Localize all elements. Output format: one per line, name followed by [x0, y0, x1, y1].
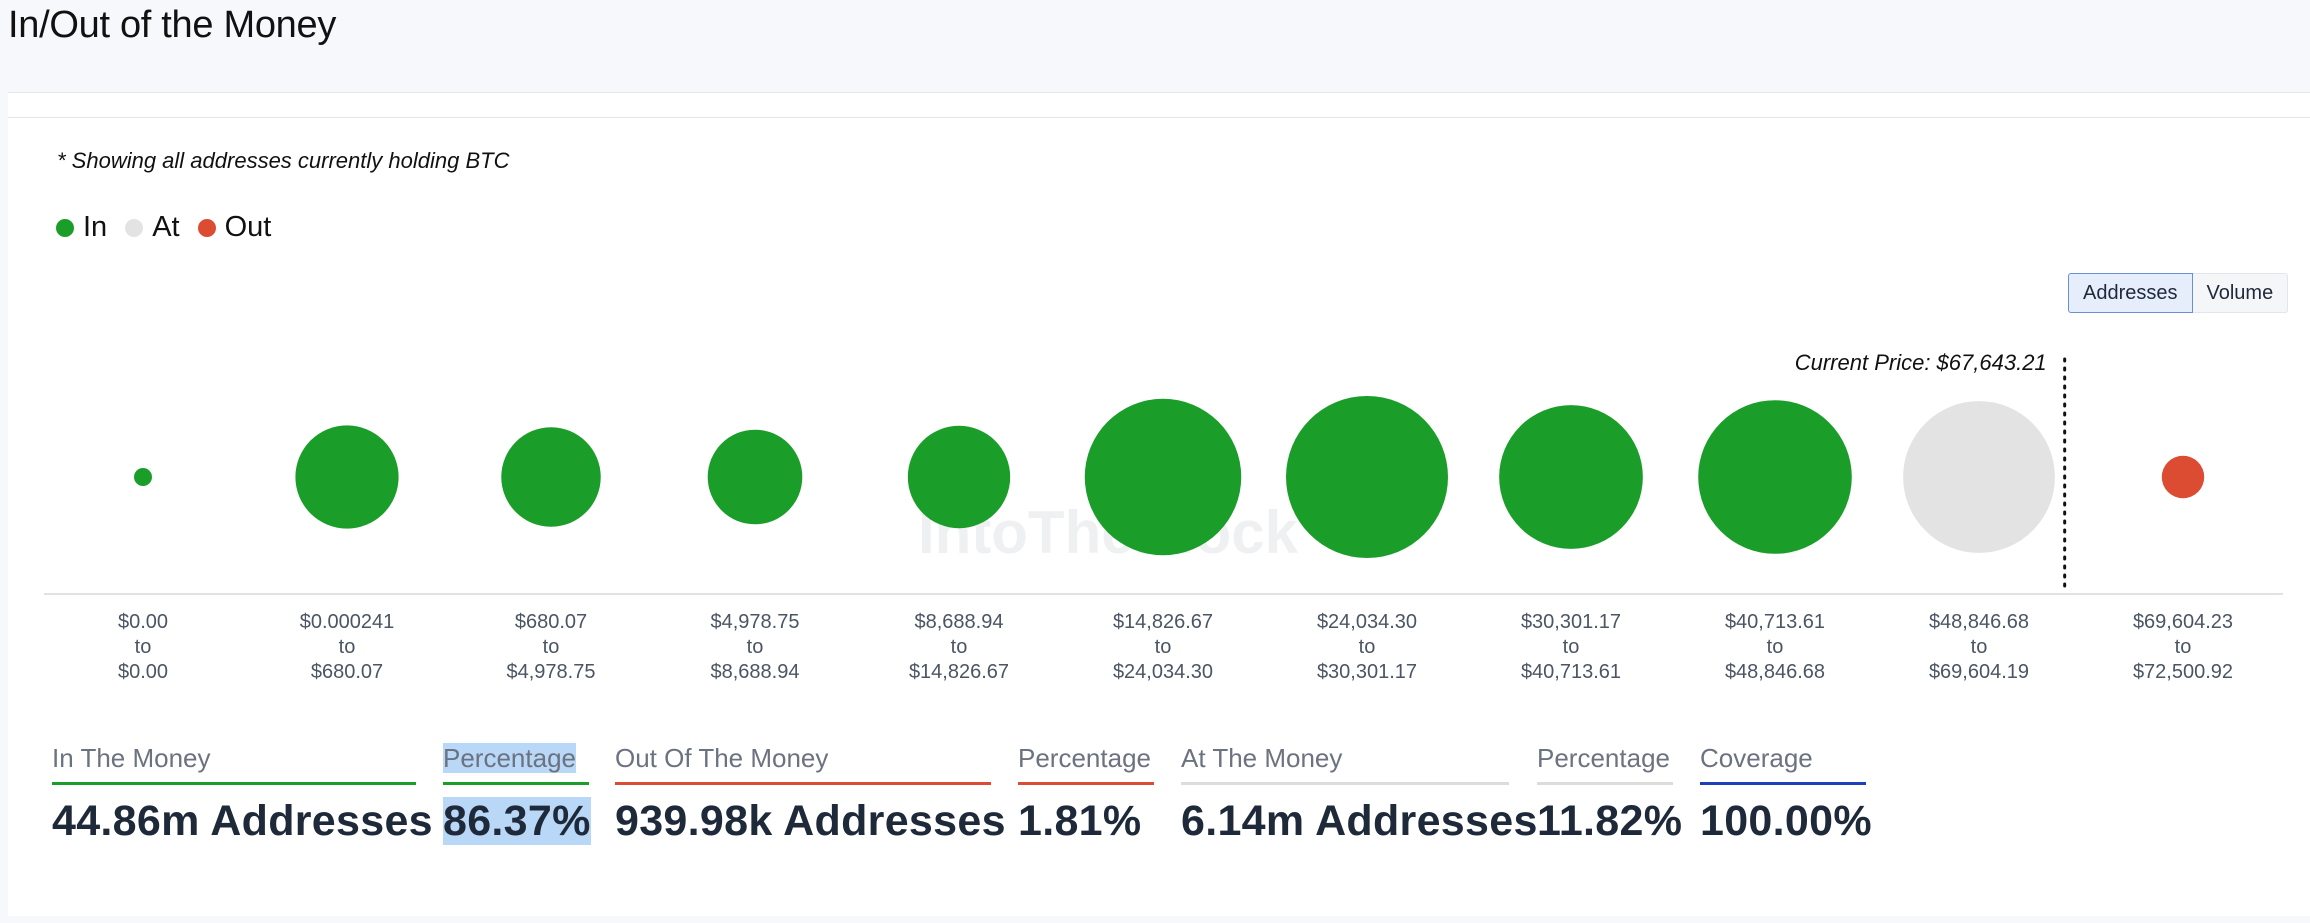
tick-label: $8,688.94: [711, 661, 800, 683]
tick-label: $69,604.19: [1929, 661, 2029, 683]
tick-label: to: [1155, 636, 1172, 658]
stats-row: In The Money 44.86m Addresses Percentage…: [8, 743, 2310, 923]
legend-item-out[interactable]: Out: [197, 211, 272, 244]
bubble-chart: IntoTheBlock$0.00to$0.00$0.000241to$680.…: [44, 350, 2283, 683]
bubble[interactable]: [134, 468, 152, 486]
legend: In At Out: [56, 211, 289, 244]
in-dot-icon: [56, 218, 74, 237]
tick-label: $40,713.61: [1725, 611, 1825, 633]
stat-in-percentage: Percentage 86.37%: [443, 743, 591, 846]
stat-label: Percentage: [1018, 743, 1154, 785]
stat-value: 1.81%: [1018, 797, 1142, 845]
metric-toggle: Addresses Volume: [2068, 273, 2289, 313]
legend-label: Out: [224, 211, 272, 243]
addresses-button[interactable]: Addresses: [2068, 273, 2193, 313]
stat-label-text: Percentage: [443, 743, 576, 773]
bubble[interactable]: [295, 425, 399, 529]
legend-label: In: [83, 211, 108, 243]
stat-label: Coverage: [1700, 743, 1866, 785]
volume-button[interactable]: Volume: [2192, 273, 2289, 313]
stat-value: 939.98k Addresses: [615, 797, 1006, 845]
legend-item-at[interactable]: At: [125, 211, 180, 244]
tick-label: $48,846.68: [1725, 661, 1825, 683]
stat-label: In The Money: [52, 743, 416, 785]
stat-label: Out Of The Money: [615, 743, 991, 785]
tick-label: to: [747, 636, 764, 658]
tick-label: $24,034.30: [1317, 611, 1417, 633]
chart-card: * Showing all addresses currently holdin…: [8, 92, 2310, 916]
tick-label: to: [135, 636, 152, 658]
stat-value: 11.82%: [1537, 797, 1683, 845]
page-title: In/Out of the Money: [8, 4, 337, 46]
stat-value: 6.14m Addresses: [1181, 797, 1538, 845]
stat-value: 86.37%: [443, 797, 591, 846]
stat-value-text: 86.37%: [443, 797, 591, 845]
bubble[interactable]: [907, 425, 1011, 529]
tick-label: $4,978.75: [507, 661, 596, 683]
tick-label: to: [1563, 636, 1580, 658]
stat-out-percentage: Percentage 1.81%: [1018, 743, 1154, 846]
out-dot-icon: [197, 218, 216, 237]
card-header-divider: [8, 117, 2310, 118]
tick-label: $14,826.67: [909, 661, 1009, 683]
chart-note: * Showing all addresses currently holdin…: [57, 148, 510, 173]
bubble[interactable]: [1698, 400, 1852, 554]
tick-label: $14,826.67: [1113, 611, 1213, 633]
tick-label: to: [951, 636, 968, 658]
bubble[interactable]: [707, 429, 803, 525]
bubble[interactable]: [1903, 401, 2055, 553]
stat-label: At The Money: [1181, 743, 1509, 785]
tick-label: $48,846.68: [1929, 611, 2029, 633]
stat-label: Percentage: [1537, 743, 1673, 785]
stat-coverage: Coverage 100.00%: [1700, 743, 1872, 846]
stat-at-the-money: At The Money 6.14m Addresses: [1181, 743, 1538, 846]
tick-label: $72,500.92: [2133, 661, 2233, 683]
tick-label: to: [1359, 636, 1376, 658]
bubble[interactable]: [1286, 396, 1448, 558]
stat-in-the-money: In The Money 44.86m Addresses: [52, 743, 433, 846]
at-dot-icon: [125, 218, 144, 237]
bubble[interactable]: [2161, 455, 2205, 499]
tick-label: $24,034.30: [1113, 661, 1213, 683]
tick-label: to: [1971, 636, 1988, 658]
tick-label: $680.07: [515, 611, 587, 633]
tick-label: to: [339, 636, 356, 658]
tick-label: $69,604.23: [2133, 611, 2233, 633]
current-price-label: Current Price: $67,643.21: [1795, 350, 2047, 375]
tick-label: to: [2175, 636, 2192, 658]
bubble[interactable]: [501, 427, 601, 527]
tick-label: $30,301.17: [1317, 661, 1417, 683]
tick-label: $0.00: [118, 611, 168, 633]
stat-at-percentage: Percentage 11.82%: [1537, 743, 1683, 846]
stat-label: Percentage: [443, 743, 589, 785]
tick-label: $4,978.75: [711, 611, 800, 633]
stat-value: 100.00%: [1700, 797, 1872, 845]
tick-label: $8,688.94: [915, 611, 1004, 633]
tick-label: $0.00: [118, 661, 168, 683]
tick-label: to: [1767, 636, 1784, 658]
bubble[interactable]: [1499, 405, 1643, 549]
tick-label: $0.000241: [300, 611, 395, 633]
stat-out-of-the-money: Out Of The Money 939.98k Addresses: [615, 743, 1006, 846]
bubble[interactable]: [1084, 398, 1242, 556]
tick-label: $680.07: [311, 661, 383, 683]
tick-label: to: [543, 636, 560, 658]
stat-value: 44.86m Addresses: [52, 797, 433, 845]
tick-label: $30,301.17: [1521, 611, 1621, 633]
tick-label: $40,713.61: [1521, 661, 1621, 683]
legend-label: At: [152, 211, 180, 243]
legend-item-in[interactable]: In: [56, 211, 107, 244]
